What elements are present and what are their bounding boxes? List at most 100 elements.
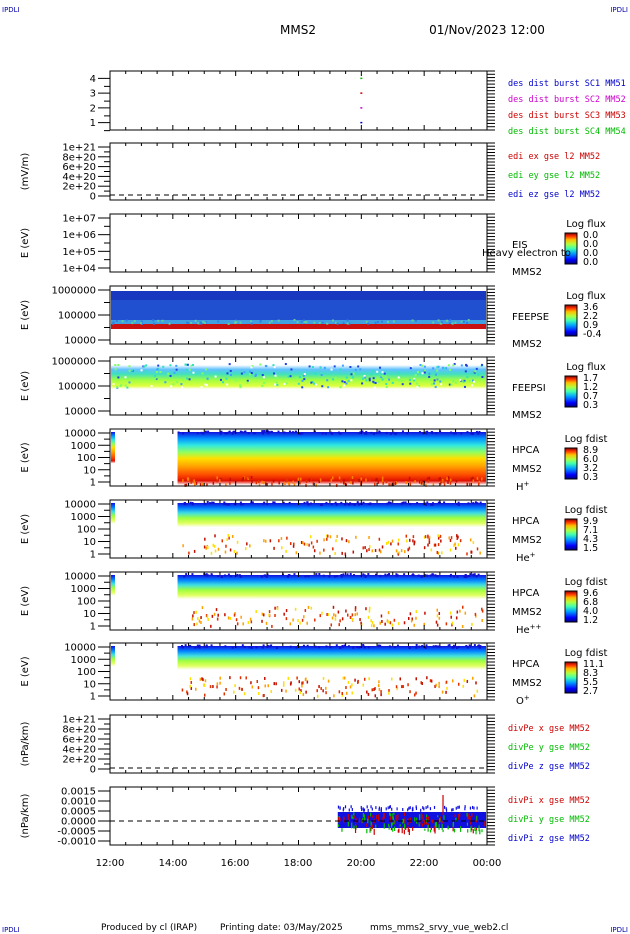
colorbar-tick-label: 3.6 [583, 302, 598, 313]
species-label: O+ [516, 694, 530, 707]
y-tick-label: 1000 [71, 441, 96, 452]
y-tick-label: 0.0005 [61, 807, 96, 818]
spacecraft-label: MMS2 [512, 339, 542, 350]
colorbar-tick-label: 6.8 [583, 597, 598, 608]
y-tick-label: 10000 [64, 500, 96, 511]
y-tick-label: 100000 [58, 311, 96, 322]
legend-entry: des dist burst SC2 MM52 [508, 95, 626, 105]
colorbar-tick-label: 9.9 [583, 516, 598, 527]
y-axis-label: E (eV) [20, 300, 31, 330]
y-tick-label: 6e+20 [62, 735, 96, 746]
colorbar-tick-label: 8.3 [583, 668, 598, 679]
legend-entry: des dist burst SC4 MM54 [508, 127, 626, 137]
y-tick-label: 1e+05 [62, 247, 96, 258]
legend-entry: edi ey gse l2 MM52 [508, 171, 600, 181]
y-tick-label: 100000 [58, 382, 96, 393]
y-tick-label: 1000000 [51, 286, 96, 297]
instrument-label: HPCA [512, 445, 540, 456]
spectrogram [177, 503, 486, 537]
overlay-label: Heavy electron to [482, 248, 571, 259]
x-tick-label: 22:00 [410, 858, 439, 869]
y-tick-label: 1e+07 [62, 214, 96, 225]
x-tick-label: 20:00 [347, 858, 376, 869]
colorbar-tick-label: 9.6 [583, 588, 598, 599]
colorbar-title: Log fdist [565, 648, 608, 659]
colorbar-tick-label: 4.3 [583, 534, 598, 545]
y-tick-label: 0.0000 [61, 817, 96, 828]
colorbar-tick-label: 8.9 [583, 445, 598, 456]
y-tick-label: 0.0010 [61, 797, 96, 808]
spacecraft-label: MMS2 [512, 678, 542, 689]
legend-entry: divPi x gse MM52 [508, 796, 590, 806]
y-tick-label: 10000 [64, 407, 96, 418]
y-tick-label: 1 [90, 550, 96, 561]
colorbar-tick-label: 11.1 [583, 659, 604, 670]
y-tick-label: 2e+20 [62, 182, 96, 193]
panel-feepsi: 1000000 100000 10000 E (eV) FEEPSI MMS2 Log fl… [20, 356, 606, 421]
y-tick-label: -0.0005 [57, 827, 96, 838]
y-tick-label: 10000 [64, 572, 96, 583]
plot-frame [109, 714, 488, 774]
corner-label-top-right: IPDLI [610, 6, 628, 14]
footer-produced: Produced by cl (IRAP) [101, 923, 197, 933]
corner-label-bottom-left: IPDLI [2, 926, 20, 934]
x-axis: 12:00 14:00 16:00 18:00 20:00 22:00 00:0… [96, 858, 502, 869]
colorbar [564, 661, 578, 694]
x-tick-label: 16:00 [221, 858, 250, 869]
y-tick-label: 1 [90, 692, 96, 703]
y-tick-label: 4e+20 [62, 745, 96, 756]
colorbar-tick-label: 0.3 [583, 400, 598, 411]
spectrogram [177, 646, 486, 680]
y-tick-label: 1 [90, 118, 96, 129]
spectrogram [111, 365, 486, 395]
footer-filename: mms_mms2_srvy_vue_web2.cl [370, 923, 508, 933]
y-tick-label: 2e+20 [62, 755, 96, 766]
colorbar [564, 375, 578, 408]
y-tick-label: 10 [83, 609, 96, 620]
y-tick-label: 100 [77, 597, 96, 608]
corner-label-top-left: IPDLI [2, 6, 20, 14]
y-tick-label: 6e+20 [62, 162, 96, 173]
y-tick-label: 1000 [71, 584, 96, 595]
legend-entry: des dist burst SC1 MM51 [508, 79, 626, 89]
instrument-label: FEEPSE [512, 312, 549, 323]
spacecraft-label: MMS2 [512, 267, 542, 278]
x-tick-label: 14:00 [159, 858, 188, 869]
colorbar-tick-label: 2.7 [583, 686, 598, 697]
instrument-label: HPCA [512, 659, 540, 670]
colorbar [564, 232, 578, 265]
colorbar-tick-label: 3.2 [583, 463, 598, 474]
page-title-spacecraft: MMS2 [280, 23, 316, 37]
y-tick-label: 0 [90, 765, 96, 776]
legend-entry: divPe z gse MM52 [508, 762, 590, 772]
panel-burst: 4 3 2 1 des dist burst SC1 MM51 des dist burs… [90, 70, 626, 137]
spacecraft-label: MMS2 [512, 464, 542, 475]
plot-frame [109, 213, 488, 273]
spacecraft-label: MMS2 [512, 535, 542, 546]
y-tick-label: 1e+06 [62, 230, 96, 241]
colorbar-tick-label: 0.0 [583, 230, 598, 241]
colorbar-tick-label: 7.1 [583, 525, 598, 536]
instrument-label: HPCA [512, 516, 540, 527]
y-tick-label: 3 [90, 89, 96, 100]
corner-label-bottom-right: IPDLI [610, 926, 628, 934]
y-tick-label: -0.0010 [57, 837, 96, 848]
colorbar-tick-label: 5.5 [583, 677, 598, 688]
y-tick-label: 8e+20 [62, 725, 96, 736]
y-tick-label: 100 [77, 525, 96, 536]
panel-feepse: 1000000 100000 10000 E (eV) FEEPSE MMS2 Log fl… [20, 285, 606, 350]
y-tick-label: 10000 [64, 336, 96, 347]
instrument-label: EIS [512, 240, 528, 251]
legend-entry: divPi z gse MM52 [508, 834, 590, 844]
spacecraft-label: MMS2 [512, 410, 542, 421]
y-axis-label: E (eV) [20, 228, 31, 258]
y-axis-label: E (eV) [20, 514, 31, 544]
legend-entry: edi ez gse l2 MM52 [508, 190, 600, 200]
colorbar-title: Log fdist [565, 577, 608, 588]
spectrogram [177, 432, 486, 485]
y-tick-label: 1000000 [51, 357, 96, 368]
